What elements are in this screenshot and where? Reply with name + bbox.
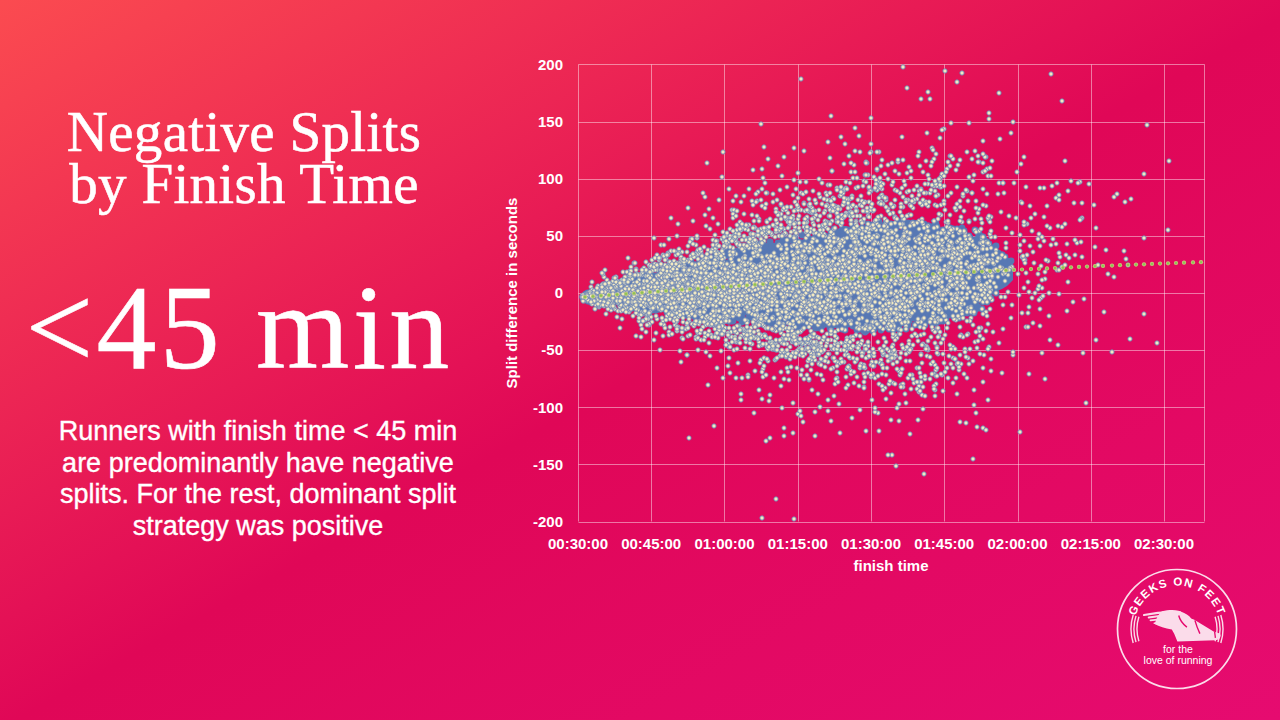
svg-text:-100: -100 <box>533 399 563 416</box>
svg-text:00:45:00: 00:45:00 <box>621 535 681 552</box>
svg-text:01:15:00: 01:15:00 <box>768 535 828 552</box>
svg-text:for the: for the <box>1163 643 1193 655</box>
svg-text:02:00:00: 02:00:00 <box>987 535 1047 552</box>
svg-text:02:30:00: 02:30:00 <box>1134 535 1194 552</box>
svg-text:love of running: love of running <box>1144 654 1213 666</box>
svg-text:Split difference in seconds: Split difference in seconds <box>503 198 520 389</box>
svg-text:-200: -200 <box>533 513 563 530</box>
svg-text:01:45:00: 01:45:00 <box>914 535 974 552</box>
svg-text:00:30:00: 00:30:00 <box>548 535 608 552</box>
svg-text:200: 200 <box>538 56 563 73</box>
svg-text:0: 0 <box>555 284 563 301</box>
svg-text:-150: -150 <box>533 456 563 473</box>
svg-text:50: 50 <box>546 227 563 244</box>
svg-text:100: 100 <box>538 170 563 187</box>
svg-text:01:30:00: 01:30:00 <box>841 535 901 552</box>
svg-text:150: 150 <box>538 113 563 130</box>
svg-text:finish time: finish time <box>853 557 928 574</box>
svg-text:01:00:00: 01:00:00 <box>694 535 754 552</box>
svg-text:-50: -50 <box>541 341 563 358</box>
svg-text:02:15:00: 02:15:00 <box>1061 535 1121 552</box>
